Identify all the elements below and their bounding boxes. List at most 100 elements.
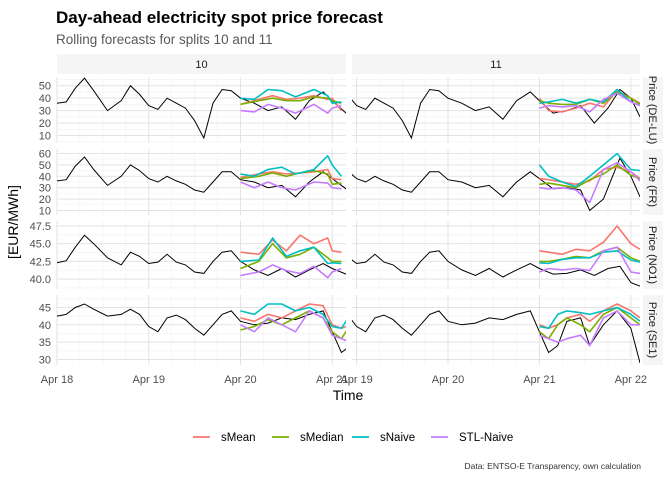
strip-right-1 xyxy=(643,149,663,215)
series-line-STL-Naive xyxy=(539,161,640,204)
series-line-actual xyxy=(352,250,640,287)
series-line-sNaive xyxy=(539,250,640,265)
series-line-STL-Naive xyxy=(539,246,640,275)
x-tick-label: Apr 20 xyxy=(432,374,464,386)
legend-label-STL-Naive: STL-Naive xyxy=(459,432,513,444)
y-tick-label: 35 xyxy=(39,337,51,349)
legend-item-sMedian: sMedian xyxy=(272,432,343,444)
legend-item-STL-Naive: STL-Naive xyxy=(431,432,513,444)
panel-1-1 xyxy=(352,149,640,215)
y-tick-label: 30 xyxy=(39,354,51,366)
panel-3-1 xyxy=(352,295,640,365)
series-line-sMean xyxy=(240,303,346,330)
y-tick-label: 30 xyxy=(39,106,51,118)
series-line-sMedian xyxy=(539,164,640,189)
strip-right-2 xyxy=(643,221,663,289)
series-lines xyxy=(57,155,346,198)
strip-top-0 xyxy=(57,54,346,74)
series-line-sNaive xyxy=(538,152,640,188)
panel-0-0 xyxy=(56,77,346,143)
chart-caption: Data: ENTSO-E Transparency, own calculat… xyxy=(464,461,641,471)
panel-2-0 xyxy=(56,221,346,289)
legend-item-sNaive: sNaive xyxy=(352,432,415,444)
strip-label-row-0: Price (DE-LU) xyxy=(646,76,658,144)
series-lines xyxy=(57,77,346,140)
y-tick-label: 40.0 xyxy=(30,274,51,286)
y-tick-label: 40 xyxy=(39,93,51,105)
y-tick-label: 45.0 xyxy=(30,239,51,251)
legend-label-sMean: sMean xyxy=(221,432,256,444)
series-line-STL-Naive xyxy=(240,103,342,114)
series-line-sMedian xyxy=(538,306,640,340)
series-line-sNaive xyxy=(539,88,640,107)
y-tick-label: 40 xyxy=(39,320,51,332)
series-line-STL-Naive xyxy=(240,310,346,342)
series-lines xyxy=(352,152,640,212)
series-line-STL-Naive xyxy=(240,264,342,279)
x-tick-label: Apr 20 xyxy=(224,374,256,386)
series-line-sMedian xyxy=(240,242,342,270)
panel-3-0 xyxy=(56,295,346,365)
series-line-actual xyxy=(57,156,346,198)
legend-label-sNaive: sNaive xyxy=(380,432,415,444)
chart-subtitle: Rolling forecasts for splits 10 and 11 xyxy=(56,32,273,47)
series-line-sMean xyxy=(240,234,342,256)
strip-label-row-3: Price (SE1) xyxy=(646,302,658,358)
series-line-actual xyxy=(57,303,346,354)
series-line-sNaive xyxy=(240,303,346,330)
y-tick-label: 40 xyxy=(39,171,51,183)
series-line-actual xyxy=(352,310,640,364)
strip-right-0 xyxy=(643,77,663,143)
series-lines xyxy=(352,225,640,287)
series-lines xyxy=(57,303,346,354)
series-line-sMean xyxy=(539,166,640,186)
x-tick-label: Apr 21 xyxy=(523,374,555,386)
panel-0-1 xyxy=(352,77,640,143)
panel-1-0 xyxy=(56,149,346,215)
strip-top-1 xyxy=(352,54,640,74)
series-lines xyxy=(352,88,640,140)
strip-label-10: 10 xyxy=(195,59,207,71)
series-lines xyxy=(352,303,640,364)
y-tick-label: 42.5 xyxy=(30,256,51,268)
legend-label-sMedian: sMedian xyxy=(300,432,343,444)
y-tick-label: 60 xyxy=(39,149,51,161)
panel-2-1 xyxy=(352,221,640,289)
y-tick-label: 50 xyxy=(39,81,51,93)
strip-label-row-1: Price (FR) xyxy=(646,157,658,207)
x-tick-label: Apr 18 xyxy=(41,374,73,386)
y-tick-label: 20 xyxy=(39,194,51,206)
series-line-STL-Naive xyxy=(240,181,342,191)
y-tick-label: 45 xyxy=(39,302,51,314)
x-tick-label: Apr 19 xyxy=(340,374,372,386)
series-line-sMean xyxy=(539,225,640,256)
y-tick-label: 50 xyxy=(39,160,51,172)
series-line-sMedian xyxy=(539,246,640,263)
series-line-actual xyxy=(57,77,346,140)
strip-right-3 xyxy=(643,295,663,365)
series-lines xyxy=(57,234,346,279)
y-tick-label: 30 xyxy=(39,183,51,195)
series-line-actual xyxy=(57,234,346,278)
series-line-sMean xyxy=(240,94,343,112)
series-line-sNaive xyxy=(539,306,640,330)
series-line-sNaive xyxy=(240,155,343,178)
y-tick-label: 47.5 xyxy=(30,221,51,233)
y-tick-label: 10 xyxy=(39,131,51,143)
chart-title: Day-ahead electricity spot price forecas… xyxy=(56,8,383,27)
legend-item-sMean: sMean xyxy=(193,432,256,444)
series-line-sMedian xyxy=(240,310,346,340)
x-tick-label: Apr 22 xyxy=(615,374,647,386)
x-axis-title: Time xyxy=(333,387,364,403)
series-line-sNaive xyxy=(240,88,342,104)
series-line-sNaive xyxy=(240,237,342,265)
series-line-sMean xyxy=(539,303,640,330)
x-tick-label: Apr 19 xyxy=(133,374,165,386)
series-line-STL-Naive xyxy=(539,310,640,347)
series-line-STL-Naive xyxy=(539,92,640,113)
y-axis-title: [EUR/MWh] xyxy=(5,185,21,259)
y-tick-label: 10 xyxy=(39,205,51,217)
y-tick-label: 20 xyxy=(39,118,51,130)
